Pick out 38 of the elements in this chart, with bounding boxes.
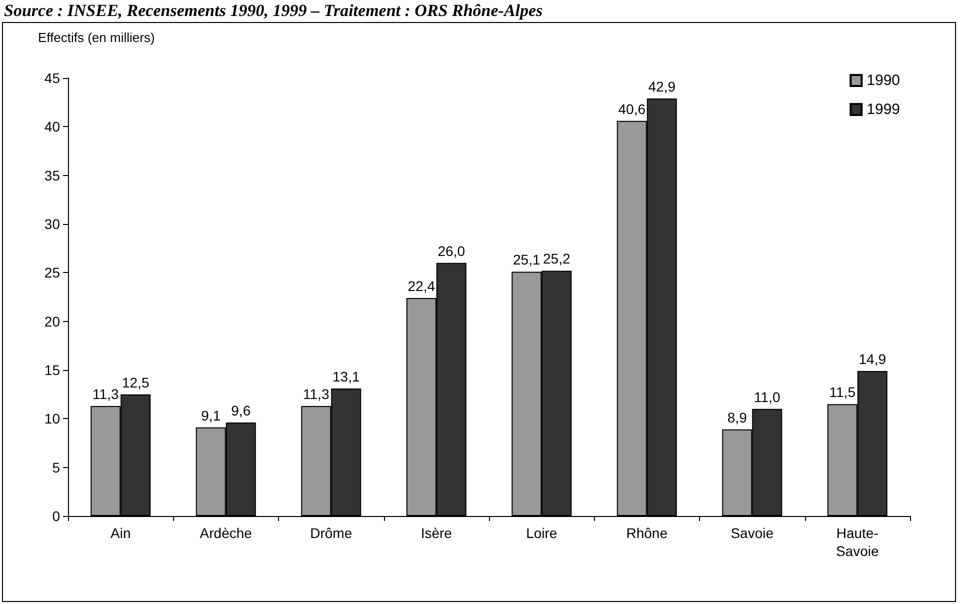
- data-label: 25,1: [513, 252, 540, 268]
- data-label: 14,9: [858, 350, 886, 367]
- x-tick-label: Haute- Savoie: [836, 525, 879, 559]
- data-label: 12,5: [122, 374, 150, 390]
- y-tick-label: 30: [44, 216, 60, 232]
- legend-label: 1999: [866, 101, 900, 118]
- y-tick-label: 35: [44, 167, 60, 184]
- data-label: 42,9: [648, 78, 676, 94]
- y-tick-label: 25: [44, 264, 60, 281]
- data-label: 11,5: [829, 384, 856, 400]
- y-tick-label: 15: [44, 362, 60, 378]
- y-tick-label: 45: [44, 70, 60, 86]
- data-label: 13,1: [332, 368, 360, 384]
- y-tick-label: 0: [52, 508, 60, 524]
- x-tick-label: Loire: [526, 525, 558, 541]
- legend-label: 1990: [866, 72, 900, 89]
- source-note: Source : INSEE, Recensements 1990, 1999 – Traitement : ORS Rhône-Alpes: [4, 1, 543, 20]
- data-label: 26,0: [438, 242, 466, 259]
- data-label: 9,1: [201, 407, 221, 424]
- y-tick-label: 20: [44, 313, 60, 330]
- data-label: 22,4: [408, 278, 436, 294]
- x-tick-label: Ardèche: [200, 525, 252, 541]
- y-tick-label: 10: [44, 410, 60, 427]
- data-label: 11,3: [92, 386, 119, 402]
- y-tick-label: 5: [52, 459, 60, 476]
- y-tick-label: 40: [44, 118, 60, 135]
- data-label: 25,2: [543, 250, 570, 267]
- x-tick-label: Ain: [110, 525, 131, 541]
- data-label: 11,3: [303, 386, 330, 402]
- x-tick-label: Isère: [420, 525, 452, 541]
- x-tick-label: Drôme: [310, 525, 352, 541]
- data-label: 11,0: [754, 388, 780, 405]
- x-tick-label: Rhône: [626, 525, 668, 541]
- data-label: 40,6: [618, 100, 646, 117]
- data-label: 9,6: [231, 402, 251, 419]
- data-label: 8,9: [727, 409, 748, 426]
- x-tick-label: Savoie: [730, 525, 774, 541]
- y-axis-title: Effectifs (en milliers): [38, 30, 155, 45]
